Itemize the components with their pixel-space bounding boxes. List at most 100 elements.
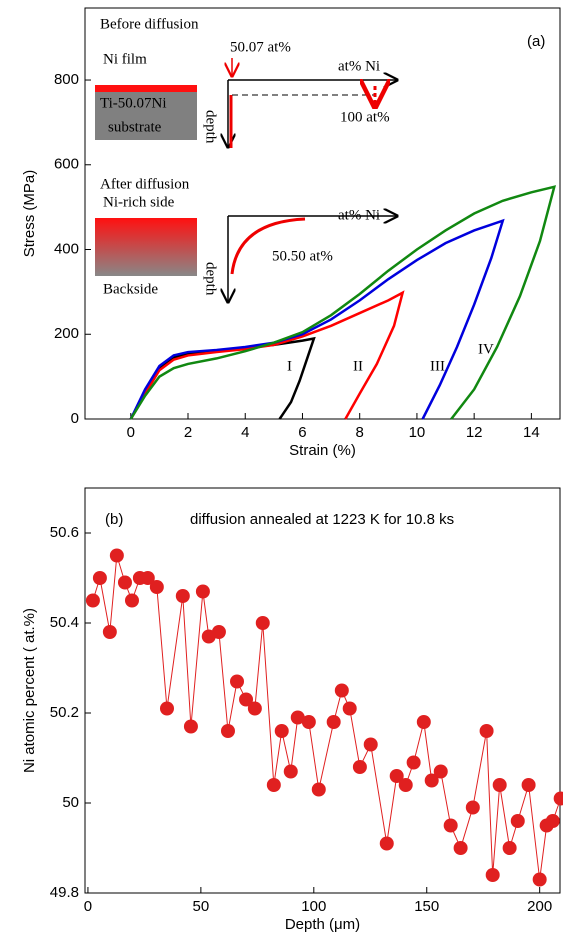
x-tick-label: 10 — [409, 424, 426, 441]
marker — [159, 701, 174, 716]
marker — [485, 868, 500, 882]
annotation: (a) — [527, 33, 545, 50]
marker — [283, 764, 298, 779]
marker — [424, 773, 439, 788]
marker — [406, 755, 421, 770]
x-tick-label: 0 — [84, 898, 92, 915]
marker — [301, 715, 316, 729]
annotation: Ti-50.07Ni — [100, 95, 167, 111]
marker — [140, 571, 155, 585]
marker — [334, 683, 349, 698]
x-tick-label: 100 — [301, 898, 326, 915]
x-tick-label: 14 — [523, 424, 540, 441]
annotation: (b) — [105, 511, 123, 528]
series-line — [92, 555, 562, 880]
y-tick-label: 50.6 — [50, 524, 79, 541]
marker — [465, 800, 480, 815]
x-tick-label: 200 — [527, 898, 552, 915]
x-tick-label: 2 — [184, 424, 192, 441]
marker — [502, 841, 517, 855]
annotation: Ni film — [103, 51, 147, 67]
frame-b — [84, 487, 561, 894]
marker — [311, 782, 326, 797]
annotation: 50.07 at% — [230, 39, 291, 55]
marker — [183, 719, 198, 734]
y-tick-label: 50 — [62, 794, 79, 811]
marker — [195, 584, 210, 599]
marker — [379, 836, 394, 851]
annotation: at% Ni — [338, 58, 380, 74]
marker — [453, 841, 468, 855]
schematic — [95, 58, 397, 302]
x-tick-label: 0 — [127, 424, 135, 441]
annotation: at% Ni — [338, 207, 380, 223]
marker — [149, 580, 164, 594]
frame-a — [84, 7, 561, 420]
series-label: II — [353, 358, 363, 374]
marker — [326, 715, 341, 729]
marker — [553, 791, 563, 806]
x-axis-label: Depth (μm) — [285, 916, 360, 933]
marker — [239, 692, 254, 707]
marker — [398, 778, 413, 792]
marker — [290, 710, 305, 725]
marker — [389, 769, 404, 783]
x-tick-label: 150 — [414, 898, 439, 915]
marker — [274, 724, 289, 738]
marker — [220, 724, 235, 738]
annotation: Ni-rich side — [103, 194, 175, 210]
marker — [175, 589, 190, 603]
y-tick-label: 0 — [71, 410, 79, 427]
y-tick-label: 600 — [54, 156, 79, 173]
marker — [416, 715, 431, 729]
marker — [247, 701, 262, 716]
annotation: Backside — [103, 281, 158, 297]
x-tick-label: 8 — [356, 424, 364, 441]
annotation: substrate — [108, 119, 162, 135]
annotation: 100 at% — [340, 109, 390, 125]
y-tick-label: 800 — [54, 71, 79, 88]
annotation: Before diffusion — [100, 16, 199, 32]
marker — [510, 814, 525, 828]
marker — [363, 737, 378, 752]
series-label: I — [287, 358, 292, 374]
y-tick-label: 200 — [54, 325, 79, 342]
y-tick-label: 50.4 — [50, 614, 79, 631]
y-tick-label: 49.8 — [50, 884, 79, 901]
annotation: diffusion annealed at 1223 K for 10.8 ks — [190, 511, 454, 528]
marker — [342, 701, 357, 716]
marker — [532, 872, 547, 887]
y-tick-label: 400 — [54, 240, 79, 257]
x-tick-label: 6 — [298, 424, 306, 441]
marker — [255, 616, 270, 630]
series-line — [129, 290, 405, 420]
annotation: depth — [203, 262, 219, 296]
series-line — [129, 218, 505, 420]
marker — [92, 571, 107, 585]
marker — [521, 778, 536, 792]
y-axis-label: Ni atomic percent ( at.%) — [21, 608, 38, 773]
marker — [85, 593, 100, 608]
marker — [109, 548, 124, 563]
x-tick-label: 12 — [466, 424, 483, 441]
annotation: 50.50 at% — [272, 248, 333, 264]
marker — [266, 778, 281, 792]
marker — [352, 760, 367, 774]
marker — [492, 778, 507, 792]
marker — [230, 674, 245, 689]
series-line — [129, 185, 557, 420]
x-tick-label: 4 — [241, 424, 249, 441]
marker — [545, 814, 560, 828]
marker — [211, 625, 226, 639]
marker — [433, 764, 448, 779]
marker — [117, 575, 132, 590]
marker — [102, 625, 117, 639]
y-axis-label: Stress (MPa) — [21, 170, 38, 258]
x-axis-label: Strain (%) — [289, 442, 356, 459]
marker — [124, 593, 139, 608]
x-tick-label: 50 — [193, 898, 210, 915]
annotation: depth — [203, 110, 219, 144]
annotation: After diffusion — [100, 176, 190, 192]
